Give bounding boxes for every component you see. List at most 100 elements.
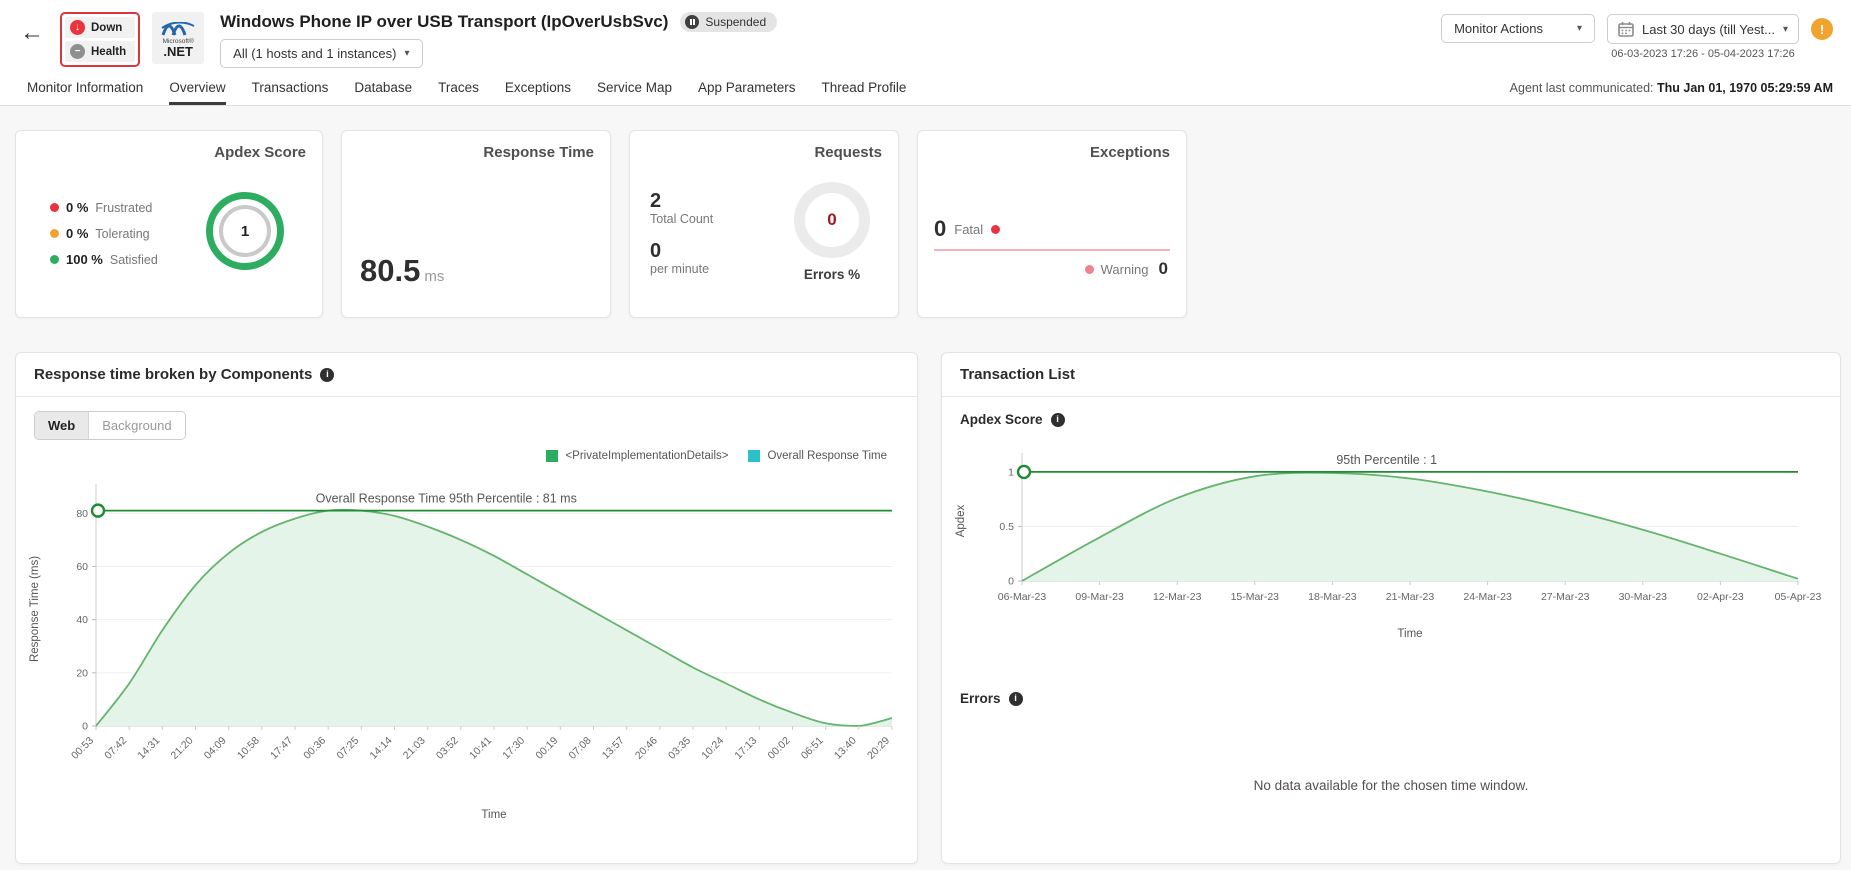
- svg-text:00:19: 00:19: [533, 735, 560, 762]
- top-header: ← ↓ Down − Health Microsoft® .NET Window…: [0, 0, 1851, 68]
- svg-text:00:36: 00:36: [301, 735, 328, 762]
- back-button[interactable]: ←: [14, 20, 50, 46]
- response-time-number: 80.5: [360, 253, 421, 288]
- apdex-frustrated-row: 0 % Frustrated: [50, 200, 158, 215]
- apdex-score-card: Apdex Score 0 % Frustrated 0 % Toleratin…: [15, 130, 323, 318]
- fatal-label: Fatal: [954, 221, 984, 237]
- svg-text:27-Mar-23: 27-Mar-23: [1541, 591, 1590, 603]
- monitor-actions-dropdown[interactable]: Monitor Actions ▾: [1441, 14, 1595, 43]
- satisfied-label: Satisfied: [109, 252, 158, 267]
- svg-text:17:30: 17:30: [500, 735, 527, 762]
- alert-warning-icon[interactable]: !: [1811, 18, 1833, 40]
- tab-traces[interactable]: Traces: [438, 80, 479, 95]
- legend-overall-response-time[interactable]: Overall Response Time: [748, 450, 887, 462]
- svg-text:Overall Response Time 95th Per: Overall Response Time 95th Percentile : …: [316, 492, 577, 506]
- monitor-actions-label: Monitor Actions: [1454, 21, 1543, 36]
- response-time-components-panel: Response time broken by Components i Web…: [15, 352, 918, 864]
- svg-text:20: 20: [76, 667, 88, 679]
- suspended-label: Suspended: [705, 15, 767, 29]
- chevron-down-icon: ▾: [404, 48, 410, 59]
- date-range-value: Last 30 days (till Yest...: [1642, 21, 1775, 37]
- frustrated-dot-icon: [50, 203, 59, 212]
- tolerating-pct: 0 %: [66, 226, 89, 241]
- agent-label: Agent last communicated:: [1509, 81, 1654, 95]
- svg-text:1: 1: [1008, 466, 1014, 478]
- tab-transactions[interactable]: Transactions: [251, 80, 329, 95]
- tolerating-dot-icon: [50, 229, 59, 238]
- host-instance-selector[interactable]: All (1 hosts and 1 instances) ▾: [220, 39, 423, 68]
- down-arrow-icon: ↓: [70, 20, 85, 35]
- svg-text:06:51: 06:51: [799, 735, 826, 762]
- svg-text:00:53: 00:53: [69, 735, 96, 762]
- errors-section-title: Errors: [960, 691, 1001, 706]
- warning-exceptions-row: Warning 0: [934, 259, 1170, 279]
- toggle-background[interactable]: Background: [89, 412, 185, 439]
- tab-bar: Monitor Information Overview Transaction…: [0, 68, 1851, 106]
- availability-status-down[interactable]: ↓ Down: [65, 17, 136, 38]
- info-icon[interactable]: i: [1008, 691, 1023, 706]
- logo-product-text: .NET: [163, 43, 193, 59]
- toggle-web[interactable]: Web: [35, 412, 90, 439]
- apdex-gauge: 1: [206, 192, 284, 270]
- svg-text:07:08: 07:08: [567, 735, 594, 762]
- warning-label: Warning: [1100, 261, 1149, 277]
- health-status[interactable]: − Health: [65, 41, 136, 62]
- svg-text:12-Mar-23: 12-Mar-23: [1153, 591, 1202, 603]
- suspended-badge: Suspended: [680, 12, 778, 32]
- svg-text:Apdex: Apdex: [955, 504, 967, 537]
- svg-text:03:35: 03:35: [666, 735, 693, 762]
- date-range-detail: 06-03-2023 17:26 - 05-04-2023 17:26: [1611, 48, 1795, 60]
- tab-thread-profile[interactable]: Thread Profile: [821, 80, 907, 95]
- exceptions-divider: [934, 249, 1170, 251]
- requests-total-count: 2: [650, 190, 662, 212]
- svg-text:Time: Time: [1397, 628, 1422, 640]
- svg-text:10:24: 10:24: [699, 735, 726, 762]
- web-background-toggle: Web Background: [34, 411, 186, 440]
- apdex-tolerating-row: 0 % Tolerating: [50, 226, 158, 241]
- svg-text:03:52: 03:52: [434, 735, 461, 762]
- tab-database[interactable]: Database: [354, 80, 413, 95]
- legend-private-implementation-details[interactable]: <PrivateImplementationDetails>: [546, 450, 728, 462]
- panel-title: Transaction List: [960, 366, 1076, 383]
- date-range-dropdown[interactable]: Last 30 days (till Yest... ▾: [1607, 14, 1799, 44]
- svg-text:21:03: 21:03: [401, 735, 428, 762]
- svg-text:17:13: 17:13: [732, 735, 759, 762]
- chevron-down-icon: ▾: [1782, 23, 1788, 35]
- down-label: Down: [91, 21, 123, 34]
- requests-card: Requests 2 Total Count 0 per minute 0 Er…: [629, 130, 899, 318]
- panel-title: Response time broken by Components: [34, 366, 313, 383]
- legend-label: Overall Response Time: [767, 450, 887, 462]
- svg-text:05-Apr-23: 05-Apr-23: [1775, 591, 1822, 603]
- svg-text:14:14: 14:14: [368, 735, 395, 762]
- svg-text:30-Mar-23: 30-Mar-23: [1619, 591, 1668, 603]
- svg-text:18-Mar-23: 18-Mar-23: [1308, 591, 1357, 603]
- svg-text:24-Mar-23: 24-Mar-23: [1463, 591, 1512, 603]
- fatal-value: 0: [934, 216, 947, 241]
- tab-exceptions[interactable]: Exceptions: [504, 80, 571, 95]
- requests-per-minute-label: per minute: [650, 262, 710, 276]
- tab-service-map[interactable]: Service Map: [596, 80, 672, 95]
- svg-text:0.5: 0.5: [999, 521, 1014, 533]
- info-icon[interactable]: i: [1050, 412, 1065, 427]
- info-icon[interactable]: i: [320, 367, 335, 382]
- legend-swatch-green: [546, 450, 559, 462]
- satisfied-pct: 100 %: [66, 252, 103, 267]
- svg-text:21-Mar-23: 21-Mar-23: [1386, 591, 1435, 603]
- tab-overview[interactable]: Overview: [169, 80, 226, 105]
- svg-text:13:57: 13:57: [600, 735, 627, 762]
- host-instance-selector-value: All (1 hosts and 1 instances): [233, 46, 397, 61]
- response-time-card: Response Time 80.5 ms: [341, 130, 611, 318]
- apdex-satisfied-row: 100 % Satisfied: [50, 252, 158, 267]
- svg-text:14:31: 14:31: [135, 735, 162, 762]
- calendar-icon: [1618, 22, 1634, 37]
- svg-text:21:20: 21:20: [169, 735, 196, 762]
- svg-text:09-Mar-23: 09-Mar-23: [1075, 591, 1124, 603]
- tab-monitor-information[interactable]: Monitor Information: [27, 80, 144, 95]
- svg-text:Response Time (ms): Response Time (ms): [29, 556, 41, 662]
- frustrated-pct: 0 %: [66, 200, 89, 215]
- svg-text:80: 80: [76, 508, 88, 520]
- tab-app-parameters[interactable]: App Parameters: [698, 80, 796, 95]
- components-chart-legend: <PrivateImplementationDetails> Overall R…: [16, 450, 917, 462]
- tolerating-label: Tolerating: [95, 226, 150, 241]
- apdex-section-title: Apdex Score: [960, 412, 1043, 427]
